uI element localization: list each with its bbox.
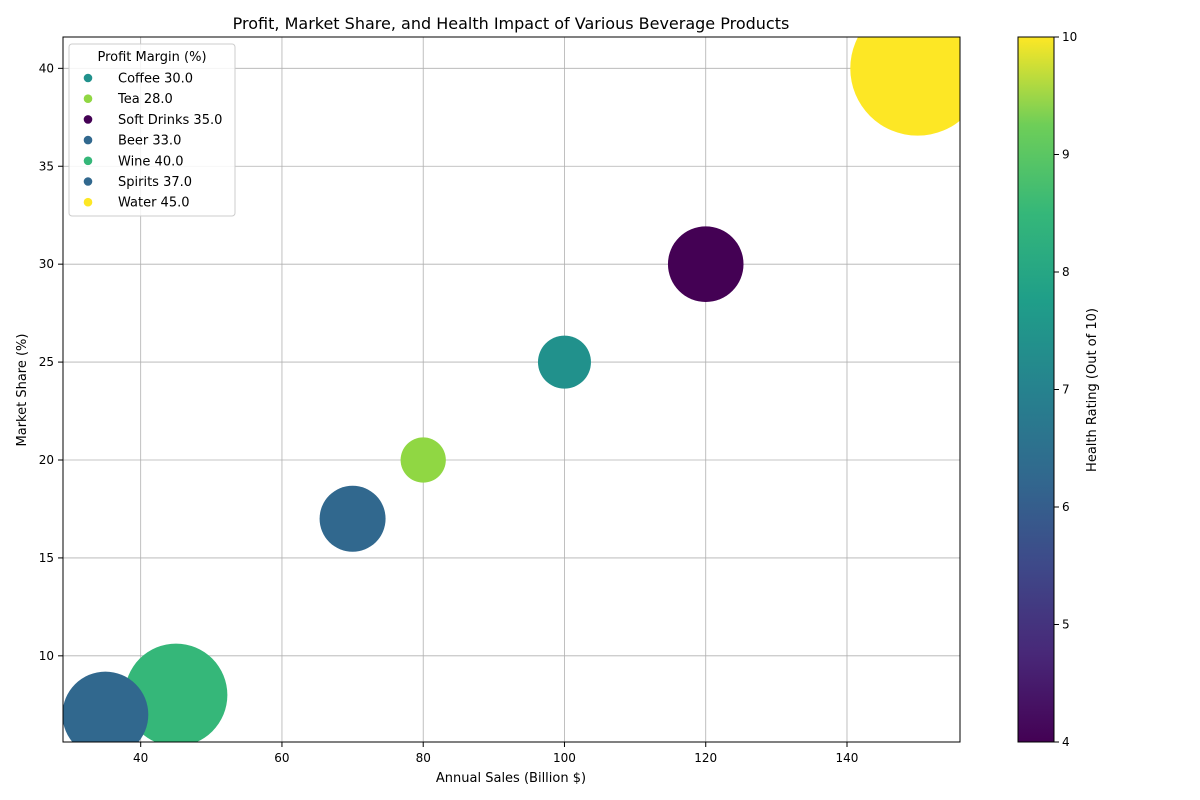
legend-label: Tea 28.0: [117, 92, 173, 107]
colorbar-tick-label: 5: [1062, 618, 1070, 632]
x-tick-label: 40: [133, 751, 148, 765]
legend-marker: [83, 94, 93, 103]
legend-marker: [83, 197, 93, 207]
plot-frame: [62, 36, 961, 743]
bubble-water: [850, 37, 960, 136]
legend-label: Spirits 37.0: [118, 175, 192, 190]
x-axis-label: Annual Sales (Billion $): [436, 771, 586, 786]
colorbar-gradient: [1017, 36, 1055, 743]
y-tick-label: 25: [39, 355, 54, 369]
chart-title: Profit, Market Share, and Health Impact …: [233, 14, 790, 33]
legend-marker: [83, 73, 93, 83]
bubble-wine: [124, 643, 228, 742]
y-tick-label: 15: [39, 551, 54, 565]
y-tick-label: 35: [39, 159, 54, 173]
y-axis-ticks: 10 15 20 25 30 35 40: [39, 61, 63, 663]
x-tick-label: 100: [553, 751, 576, 765]
bubbles-layer: [63, 37, 960, 742]
bubble-beer: [319, 485, 386, 552]
x-axis-ticks: 40 60 80 100 120 140: [133, 742, 858, 765]
colorbar-tick-label: 7: [1062, 383, 1070, 397]
legend: Profit Margin (%) Coffee 30.0 Tea 28.0 Sof…: [68, 43, 236, 217]
x-tick-label: 80: [416, 751, 431, 765]
y-axis-label: Market Share (%): [15, 334, 30, 447]
y-tick-label: 20: [39, 453, 54, 467]
colorbar-tick-label: 8: [1062, 265, 1070, 279]
legend-title: Profit Margin (%): [97, 50, 206, 65]
bubble-coffee: [537, 335, 591, 389]
legend-label: Water 45.0: [118, 196, 190, 211]
colorbar-tick-label: 6: [1062, 500, 1070, 514]
legend-marker: [83, 135, 93, 145]
x-tick-label: 60: [274, 751, 289, 765]
colorbar-tick-label: 9: [1062, 148, 1070, 162]
x-tick-label: 140: [836, 751, 859, 765]
legend-marker: [83, 115, 93, 124]
y-tick-label: 10: [39, 649, 54, 663]
legend-label: Wine 40.0: [118, 154, 184, 169]
legend-frame: [68, 43, 236, 217]
y-tick-label: 40: [39, 61, 54, 75]
legend-label: Coffee 30.0: [118, 72, 193, 87]
colorbar-tick-label: 10: [1062, 30, 1077, 44]
legend-marker: [83, 156, 93, 166]
colorbar-tick-label: 4: [1062, 735, 1070, 749]
x-tick-label: 120: [694, 751, 717, 765]
y-tick-label: 30: [39, 257, 54, 271]
colorbar-label: Health Rating (Out of 10): [1085, 308, 1100, 472]
bubble-spirits: [63, 671, 149, 742]
legend-label: Beer 33.0: [118, 134, 181, 149]
colorbar-ticks: 4 5 6 7 8 9 10: [1054, 30, 1077, 749]
bubble-tea: [400, 437, 446, 483]
legend-marker: [83, 177, 93, 186]
legend-label: Soft Drinks 35.0: [118, 113, 222, 128]
bubble-soft: [667, 226, 744, 302]
legend-items: Coffee 30.0 Tea 28.0 Soft Drinks 35.0 Beer …: [83, 72, 222, 211]
colorbar: 4 5 6 7 8 9 10 Health Rating (Out of 10): [1017, 30, 1100, 749]
